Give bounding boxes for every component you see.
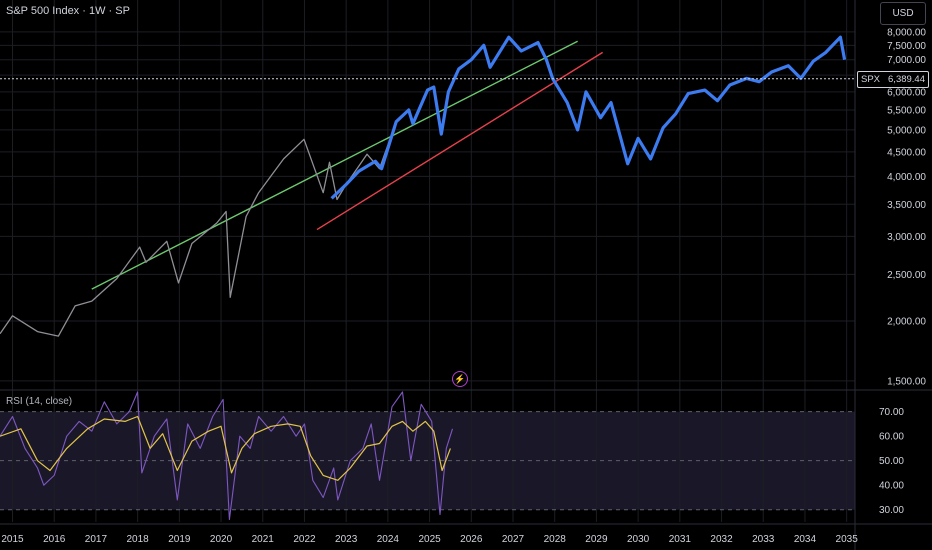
time-tick-label: 2020 [210, 534, 233, 545]
series-rsi_ma [0, 415, 451, 481]
flash-icon[interactable]: ⚡ [452, 371, 468, 387]
price-tick-label: 3,500.00 [887, 200, 926, 211]
price-tag-value: 6,389.44 [888, 73, 925, 85]
price-tag-symbol: SPX [861, 73, 881, 85]
time-tick-label: 2028 [544, 534, 567, 545]
currency-button[interactable]: USD [880, 2, 926, 25]
time-tick-label: 2031 [669, 534, 692, 545]
price-tick-label: 5,000.00 [887, 125, 926, 136]
price-tick-label: 4,000.00 [887, 172, 926, 183]
price-tick-label: 7,000.00 [887, 55, 926, 66]
time-tick-label: 2035 [836, 534, 859, 545]
price-tick-label: 8,000.00 [887, 27, 926, 38]
rsi-tick-label: 30.00 [879, 505, 904, 516]
time-tick-label: 2026 [460, 534, 483, 545]
price-tick-label: 6,000.00 [887, 87, 926, 98]
time-tick-label: 2034 [794, 534, 817, 545]
price-tick-label: 2,500.00 [887, 270, 926, 281]
time-tick-label: 2033 [752, 534, 775, 545]
rsi-tick-label: 60.00 [879, 432, 904, 443]
price-tick-label: 3,000.00 [887, 232, 926, 243]
time-tick-label: 2021 [252, 534, 275, 545]
time-tick-label: 2032 [710, 534, 733, 545]
time-tick-label: 2029 [585, 534, 608, 545]
series-projection [330, 35, 847, 200]
trendline-upper [91, 40, 578, 290]
price-tick-label: 2,000.00 [887, 316, 926, 327]
time-tick-label: 2015 [1, 534, 24, 545]
rsi-tick-label: 70.00 [879, 407, 904, 418]
time-tick-label: 2027 [502, 534, 525, 545]
time-tick-label: 2024 [377, 534, 400, 545]
time-tick-label: 2019 [168, 534, 191, 545]
time-tick-label: 2017 [85, 534, 108, 545]
time-tick-label: 2018 [127, 534, 150, 545]
time-tick-label: 2030 [627, 534, 650, 545]
chart-title: S&P 500 Index · 1W · SP [6, 5, 130, 17]
price-tick-label: 7,500.00 [887, 41, 926, 52]
price-tick-label: 5,500.00 [887, 106, 926, 117]
time-tick-label: 2016 [43, 534, 66, 545]
rsi-tick-label: 50.00 [879, 456, 904, 467]
current-price-tag: SPX 6,389.44 [857, 70, 929, 88]
price-tick-label: 1,500.00 [887, 376, 926, 387]
time-tick-label: 2023 [335, 534, 358, 545]
rsi-indicator-label: RSI (14, close) [6, 396, 73, 407]
rsi-tick-label: 40.00 [879, 481, 904, 492]
time-tick-label: 2022 [293, 534, 316, 545]
time-tick-label: 2025 [418, 534, 441, 545]
price-tick-label: 4,500.00 [887, 147, 926, 158]
